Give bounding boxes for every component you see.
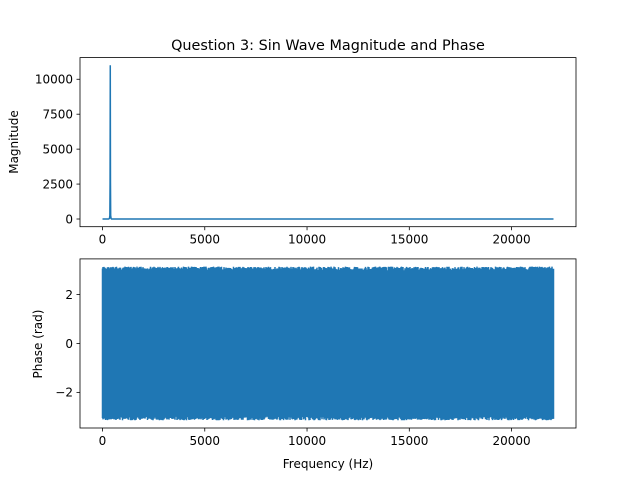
magnitude-series [102, 65, 554, 220]
magnitude-y-tick-label: 7500 [42, 107, 73, 121]
phase-y-tick-label: 0 [65, 337, 73, 351]
phase-y-tick-label: −2 [55, 386, 73, 400]
phase-series [101, 266, 555, 421]
chart-title: Question 3: Sin Wave Magnitude and Phase [171, 38, 485, 54]
phase-x-axis-label: Frequency (Hz) [283, 457, 374, 471]
phase-y-tick-label: 2 [65, 288, 73, 302]
phase-y-axis-label: Phase (rad) [31, 310, 45, 379]
phase-line [101, 266, 555, 421]
magnitude-y-ticks: 0 2500 5000 7500 10000 [35, 73, 80, 226]
magnitude-x-ticks: 0 5000 10000 15000 20000 [99, 226, 531, 247]
phase-y-ticks: −2 0 2 [55, 288, 80, 400]
phase-x-tick-label: 5000 [189, 434, 220, 448]
magnitude-x-tick-label: 5000 [189, 233, 220, 247]
magnitude-y-tick-label: 10000 [35, 73, 73, 87]
magnitude-x-tick-label: 20000 [492, 233, 530, 247]
phase-x-ticks: 0 5000 10000 15000 20000 [99, 428, 531, 448]
magnitude-y-tick-label: 0 [65, 212, 73, 226]
magnitude-panel: 0 5000 10000 15000 20000 025005000750010000 … [7, 57, 577, 247]
magnitude-x-tick-label: 10000 [288, 233, 326, 247]
phase-x-tick-label: 10000 [288, 434, 326, 448]
phase-x-tick-label: 0 [99, 434, 107, 448]
phase-panel: 0 5000 10000 15000 20000 −2 0 2 Phase (rad) Fr… [31, 258, 577, 471]
phase-x-tick-label: 15000 [390, 434, 428, 448]
magnitude-axes-frame [79, 57, 577, 228]
magnitude-x-tick-label: 0 [99, 233, 107, 247]
phase-x-tick-label: 20000 [492, 434, 530, 448]
magnitude-line [102, 65, 554, 220]
magnitude-x-tick-label: 15000 [390, 233, 428, 247]
magnitude-y-tick-label: 5000 [42, 142, 73, 156]
magnitude-y-tick-label: 2500 [42, 177, 73, 191]
magnitude-y-axis-label: Magnitude [7, 110, 21, 174]
